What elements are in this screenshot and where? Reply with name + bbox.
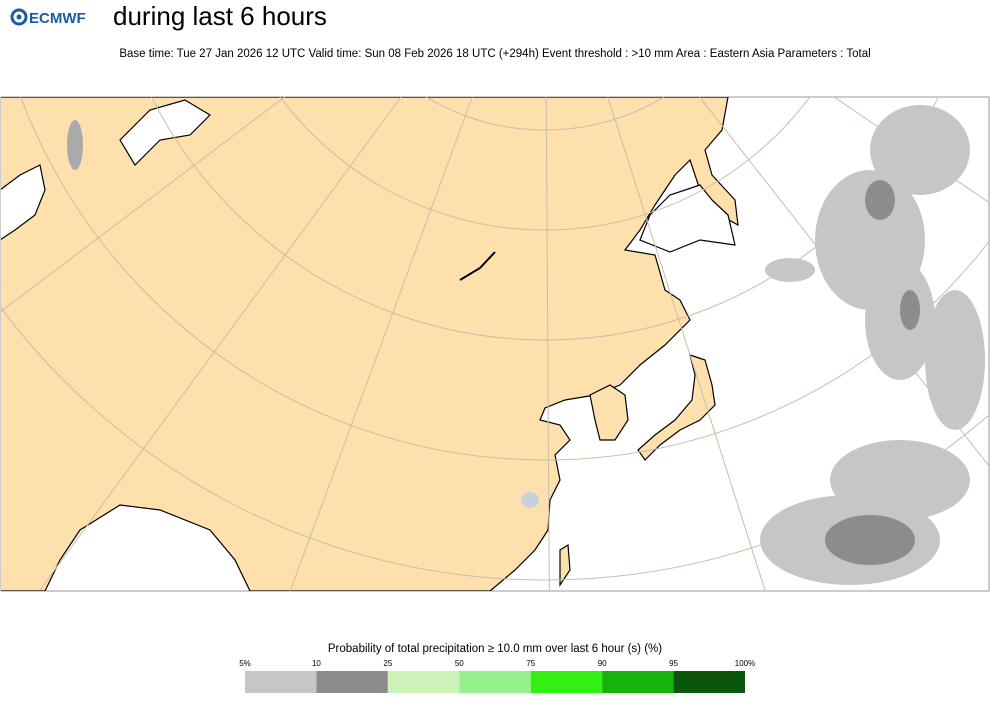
legend-label: 25 [383, 659, 392, 668]
logo-text: ECMWF [29, 10, 86, 27]
precipitation [67, 105, 985, 585]
legend-label: 90 [598, 659, 607, 668]
color-bin [316, 671, 388, 693]
color-bin [602, 671, 674, 693]
white-sea [119, 99, 211, 166]
title: during last 6 hours [113, 1, 327, 31]
logo-icon [10, 8, 28, 26]
color-bin [245, 671, 317, 693]
logo: ECMWF [10, 8, 86, 27]
taiwan [559, 543, 571, 587]
subtitle: Base time: Tue 27 Jan 2026 12 UTC Valid … [119, 48, 870, 60]
legend-label: 5% [239, 659, 251, 668]
logo-icon [16, 14, 22, 20]
color-bin [673, 671, 745, 693]
japan [637, 354, 716, 461]
okhotsk-sea [639, 184, 736, 253]
color-bin [530, 671, 603, 693]
color-bin [387, 671, 460, 693]
korea [589, 384, 629, 441]
legend-label: 50 [455, 659, 464, 668]
baikal [459, 251, 496, 281]
legend-label: 100% [735, 659, 755, 668]
legend-label: 95 [669, 659, 678, 668]
legend-label: 10 [312, 659, 321, 668]
color-bin [459, 671, 531, 693]
caspian [1, 164, 46, 241]
legend: 5% 10 25 50 75 90 95 100% [239, 659, 755, 693]
legend-title: Probability of total precipitation ≥ 10.… [328, 643, 662, 655]
legend-label: 75 [526, 659, 535, 668]
